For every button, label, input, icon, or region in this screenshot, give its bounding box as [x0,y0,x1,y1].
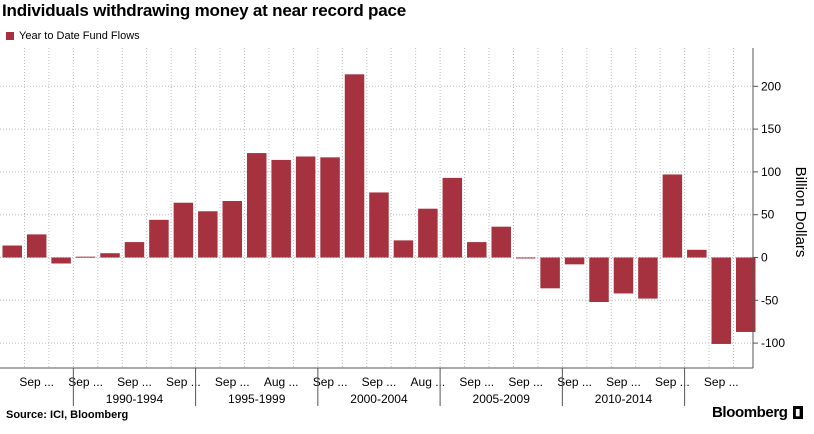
x-tick-label: Sep ... [166,375,201,389]
bar-10 [246,153,267,258]
chart-title: Individuals withdrawing money at near re… [2,1,406,20]
bloomberg-terminal-icon: ▮ [792,406,803,419]
x-tick-label: Sep ... [459,375,494,389]
bar-7 [173,202,194,258]
y-axis-label: Billion Dollars [792,167,809,258]
y-tick-label: 200 [761,79,781,93]
bar-3 [75,256,96,258]
bar-0 [2,245,22,258]
x-tick-label: Sep ... [362,375,397,389]
bar-30 [735,257,756,332]
brand-name: Bloomberg [712,404,788,421]
legend-label: Year to Date Fund Flows [19,30,140,42]
brand-logo: Bloomberg ▮ [712,404,803,421]
bar-13 [320,157,340,258]
bar-21 [515,257,536,259]
x-group-label: 1995-1999 [228,392,286,406]
bar-1 [26,234,47,258]
bar-16 [393,240,414,258]
bar-24 [589,257,609,303]
bar-29 [711,257,732,344]
x-tick-label: Sep ... [557,375,592,389]
bar-15 [369,192,389,258]
bar-5 [124,242,145,258]
bar-8 [198,211,218,258]
y-tick-label: 50 [761,208,775,222]
bar-25 [613,257,634,294]
source-note: Source: ICI, Bloomberg [6,409,129,421]
bar-18 [442,177,463,258]
bar-28 [687,249,707,258]
x-tick-label: Sep ... [508,375,543,389]
x-tick-label: Aug ... [411,375,446,389]
bar-20 [491,226,511,258]
bar-6 [149,219,169,258]
y-tick-label: 0 [761,251,768,265]
y-tick-label: -50 [761,293,779,307]
bar-9 [222,201,243,258]
x-tick-label: Sep ... [606,375,641,389]
x-tick-label: Sep ... [68,375,103,389]
bar-14 [344,74,365,258]
x-group-label: 2000-2004 [350,392,408,406]
x-tick-label: Sep ... [215,375,250,389]
x-group-label: 2010-2014 [595,392,653,406]
x-tick-label: Sep ... [313,375,348,389]
y-tick-label: -100 [761,336,785,350]
y-tick-label: 100 [761,165,781,179]
x-tick-label: Sep ... [19,375,54,389]
bar-17 [418,208,438,258]
bar-27 [662,174,683,258]
legend-swatch [6,32,14,40]
bar-11 [271,159,291,258]
x-tick-label: Sep ... [655,375,690,389]
chart-legend: Year to Date Fund Flows [6,30,140,42]
bar-2 [51,257,71,264]
bar-26 [638,257,658,299]
bar-23 [564,257,585,265]
bar-22 [540,257,560,289]
x-tick-label: Aug ... [264,375,299,389]
bar-12 [295,156,316,258]
bar-4 [100,253,120,258]
x-group-label: 2005-2009 [473,392,531,406]
y-tick-label: 150 [761,122,781,136]
bar-19 [467,242,487,258]
x-tick-label: Sep ... [704,375,739,389]
x-tick-label: Sep ... [117,375,152,389]
x-group-label: 1990-1994 [106,392,164,406]
